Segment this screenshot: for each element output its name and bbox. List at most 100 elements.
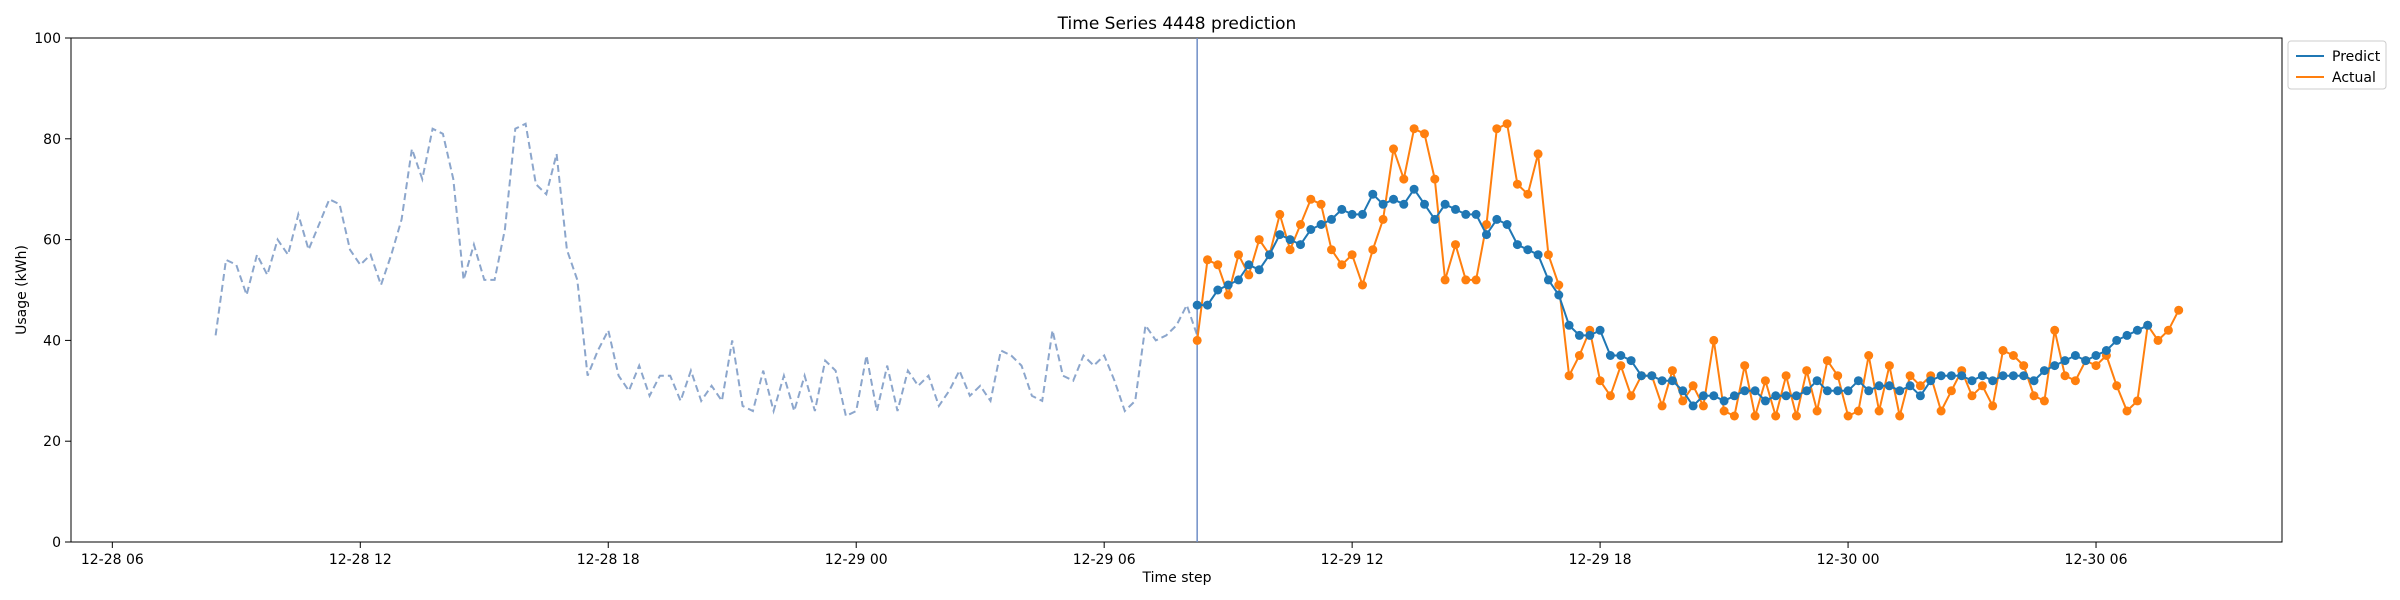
data-point-predict	[2122, 330, 2132, 340]
data-point-predict	[1275, 230, 1285, 240]
data-point-predict	[1368, 189, 1378, 199]
data-point-predict	[1451, 204, 1460, 214]
data-point-actual	[1512, 179, 1522, 189]
legend-label-predict: Predict	[2332, 49, 2381, 65]
data-point-actual	[1884, 361, 1894, 371]
data-point-predict	[1874, 381, 1884, 391]
plot-area: 0 20 40 60 80 100 12-28 06 12-28 12 12-28 18 12-2…	[34, 31, 2283, 568]
data-point-predict	[1864, 386, 1874, 396]
data-point-actual	[1420, 129, 1429, 139]
data-point-actual	[1451, 240, 1460, 250]
data-point-actual	[1358, 280, 1367, 290]
data-point-predict	[1420, 199, 1429, 209]
data-point-predict	[1957, 371, 1967, 381]
y-axis-label: Usage (kWh)	[14, 245, 30, 335]
data-point-actual	[1440, 275, 1450, 285]
data-point-predict	[1471, 209, 1481, 219]
data-point-predict	[1833, 386, 1843, 396]
data-point-actual	[2091, 361, 2101, 371]
data-point-predict	[1347, 209, 1357, 219]
data-point-actual	[1626, 391, 1636, 401]
data-point-predict	[1967, 376, 1977, 386]
data-point-actual	[1533, 149, 1543, 159]
data-point-predict	[1337, 204, 1347, 214]
data-point-actual	[1771, 411, 1781, 421]
data-point-actual	[1492, 124, 1502, 134]
data-point-actual	[1471, 275, 1481, 285]
data-point-actual	[1688, 381, 1698, 391]
data-point-predict	[1389, 194, 1398, 204]
data-point-predict	[1203, 300, 1212, 310]
data-point-actual	[1234, 250, 1243, 260]
data-point-actual	[1802, 366, 1812, 376]
data-point-actual	[2029, 391, 2039, 401]
data-point-predict	[1244, 260, 1254, 270]
data-point-predict	[2039, 366, 2049, 376]
data-point-predict	[1802, 386, 1812, 396]
series-predict	[1192, 184, 2153, 411]
data-point-actual	[1729, 411, 1739, 421]
data-point-actual	[1244, 270, 1254, 280]
x-tick-label: 12-28 12	[329, 552, 392, 568]
data-point-predict	[2070, 351, 2080, 360]
data-point-predict	[1234, 275, 1243, 285]
data-point-actual	[1203, 255, 1212, 265]
data-point-predict	[2019, 371, 2029, 381]
data-point-predict	[1626, 356, 1636, 366]
data-point-predict	[1492, 214, 1502, 224]
data-point-predict	[1678, 386, 1688, 396]
data-point-predict	[1605, 351, 1615, 360]
data-point-actual	[1574, 351, 1584, 360]
data-point-actual	[2112, 381, 2122, 391]
data-point-actual	[1254, 235, 1264, 245]
series-actual	[1192, 119, 2184, 421]
data-point-actual	[1368, 245, 1378, 255]
data-point-actual	[1543, 250, 1553, 260]
data-point-predict	[1316, 220, 1326, 229]
data-point-predict	[1698, 391, 1708, 401]
data-point-predict	[2101, 346, 2111, 355]
y-tick-label: 60	[43, 233, 61, 249]
data-point-actual	[1750, 411, 1760, 421]
data-point-actual	[2019, 361, 2029, 371]
data-point-actual	[1740, 361, 1750, 371]
data-point-actual	[1657, 401, 1667, 411]
data-point-actual	[1275, 209, 1285, 219]
x-tick-label: 12-30 00	[1817, 552, 1880, 568]
data-point-actual	[1616, 361, 1626, 371]
data-point-actual	[1843, 411, 1853, 421]
data-point-actual	[1915, 381, 1925, 391]
y-tick-label: 0	[52, 535, 61, 551]
data-point-actual	[1347, 250, 1357, 260]
data-point-predict	[1616, 351, 1626, 360]
data-point-actual	[1709, 335, 1719, 345]
data-point-actual	[1223, 290, 1233, 300]
data-point-predict	[1306, 225, 1316, 234]
data-point-actual	[1946, 386, 1956, 396]
data-point-predict	[1358, 209, 1367, 219]
data-point-predict	[1254, 265, 1264, 275]
data-point-actual	[1285, 245, 1295, 255]
data-point-predict	[1936, 371, 1946, 381]
data-point-predict	[1843, 386, 1853, 396]
x-tick-label: 12-29 06	[1073, 552, 1136, 568]
data-point-actual	[2163, 325, 2173, 335]
data-point-actual	[1998, 346, 2008, 355]
data-point-actual	[1791, 411, 1801, 421]
data-point-predict	[1946, 371, 1956, 381]
data-point-predict	[1905, 381, 1915, 391]
data-point-actual	[2060, 371, 2070, 381]
plot-frame	[70, 37, 2283, 543]
data-point-predict	[1719, 396, 1729, 406]
data-point-predict	[1554, 290, 1564, 300]
data-point-actual	[1667, 366, 1677, 376]
data-point-actual	[1564, 371, 1574, 381]
data-point-predict	[1430, 214, 1440, 224]
legend: Predict Actual	[2287, 40, 2387, 90]
series-line-actual	[1196, 122, 2180, 420]
data-point-actual	[1760, 376, 1770, 386]
data-point-predict	[2143, 320, 2153, 330]
data-point-actual	[1864, 351, 1874, 360]
data-point-predict	[1327, 214, 1336, 224]
